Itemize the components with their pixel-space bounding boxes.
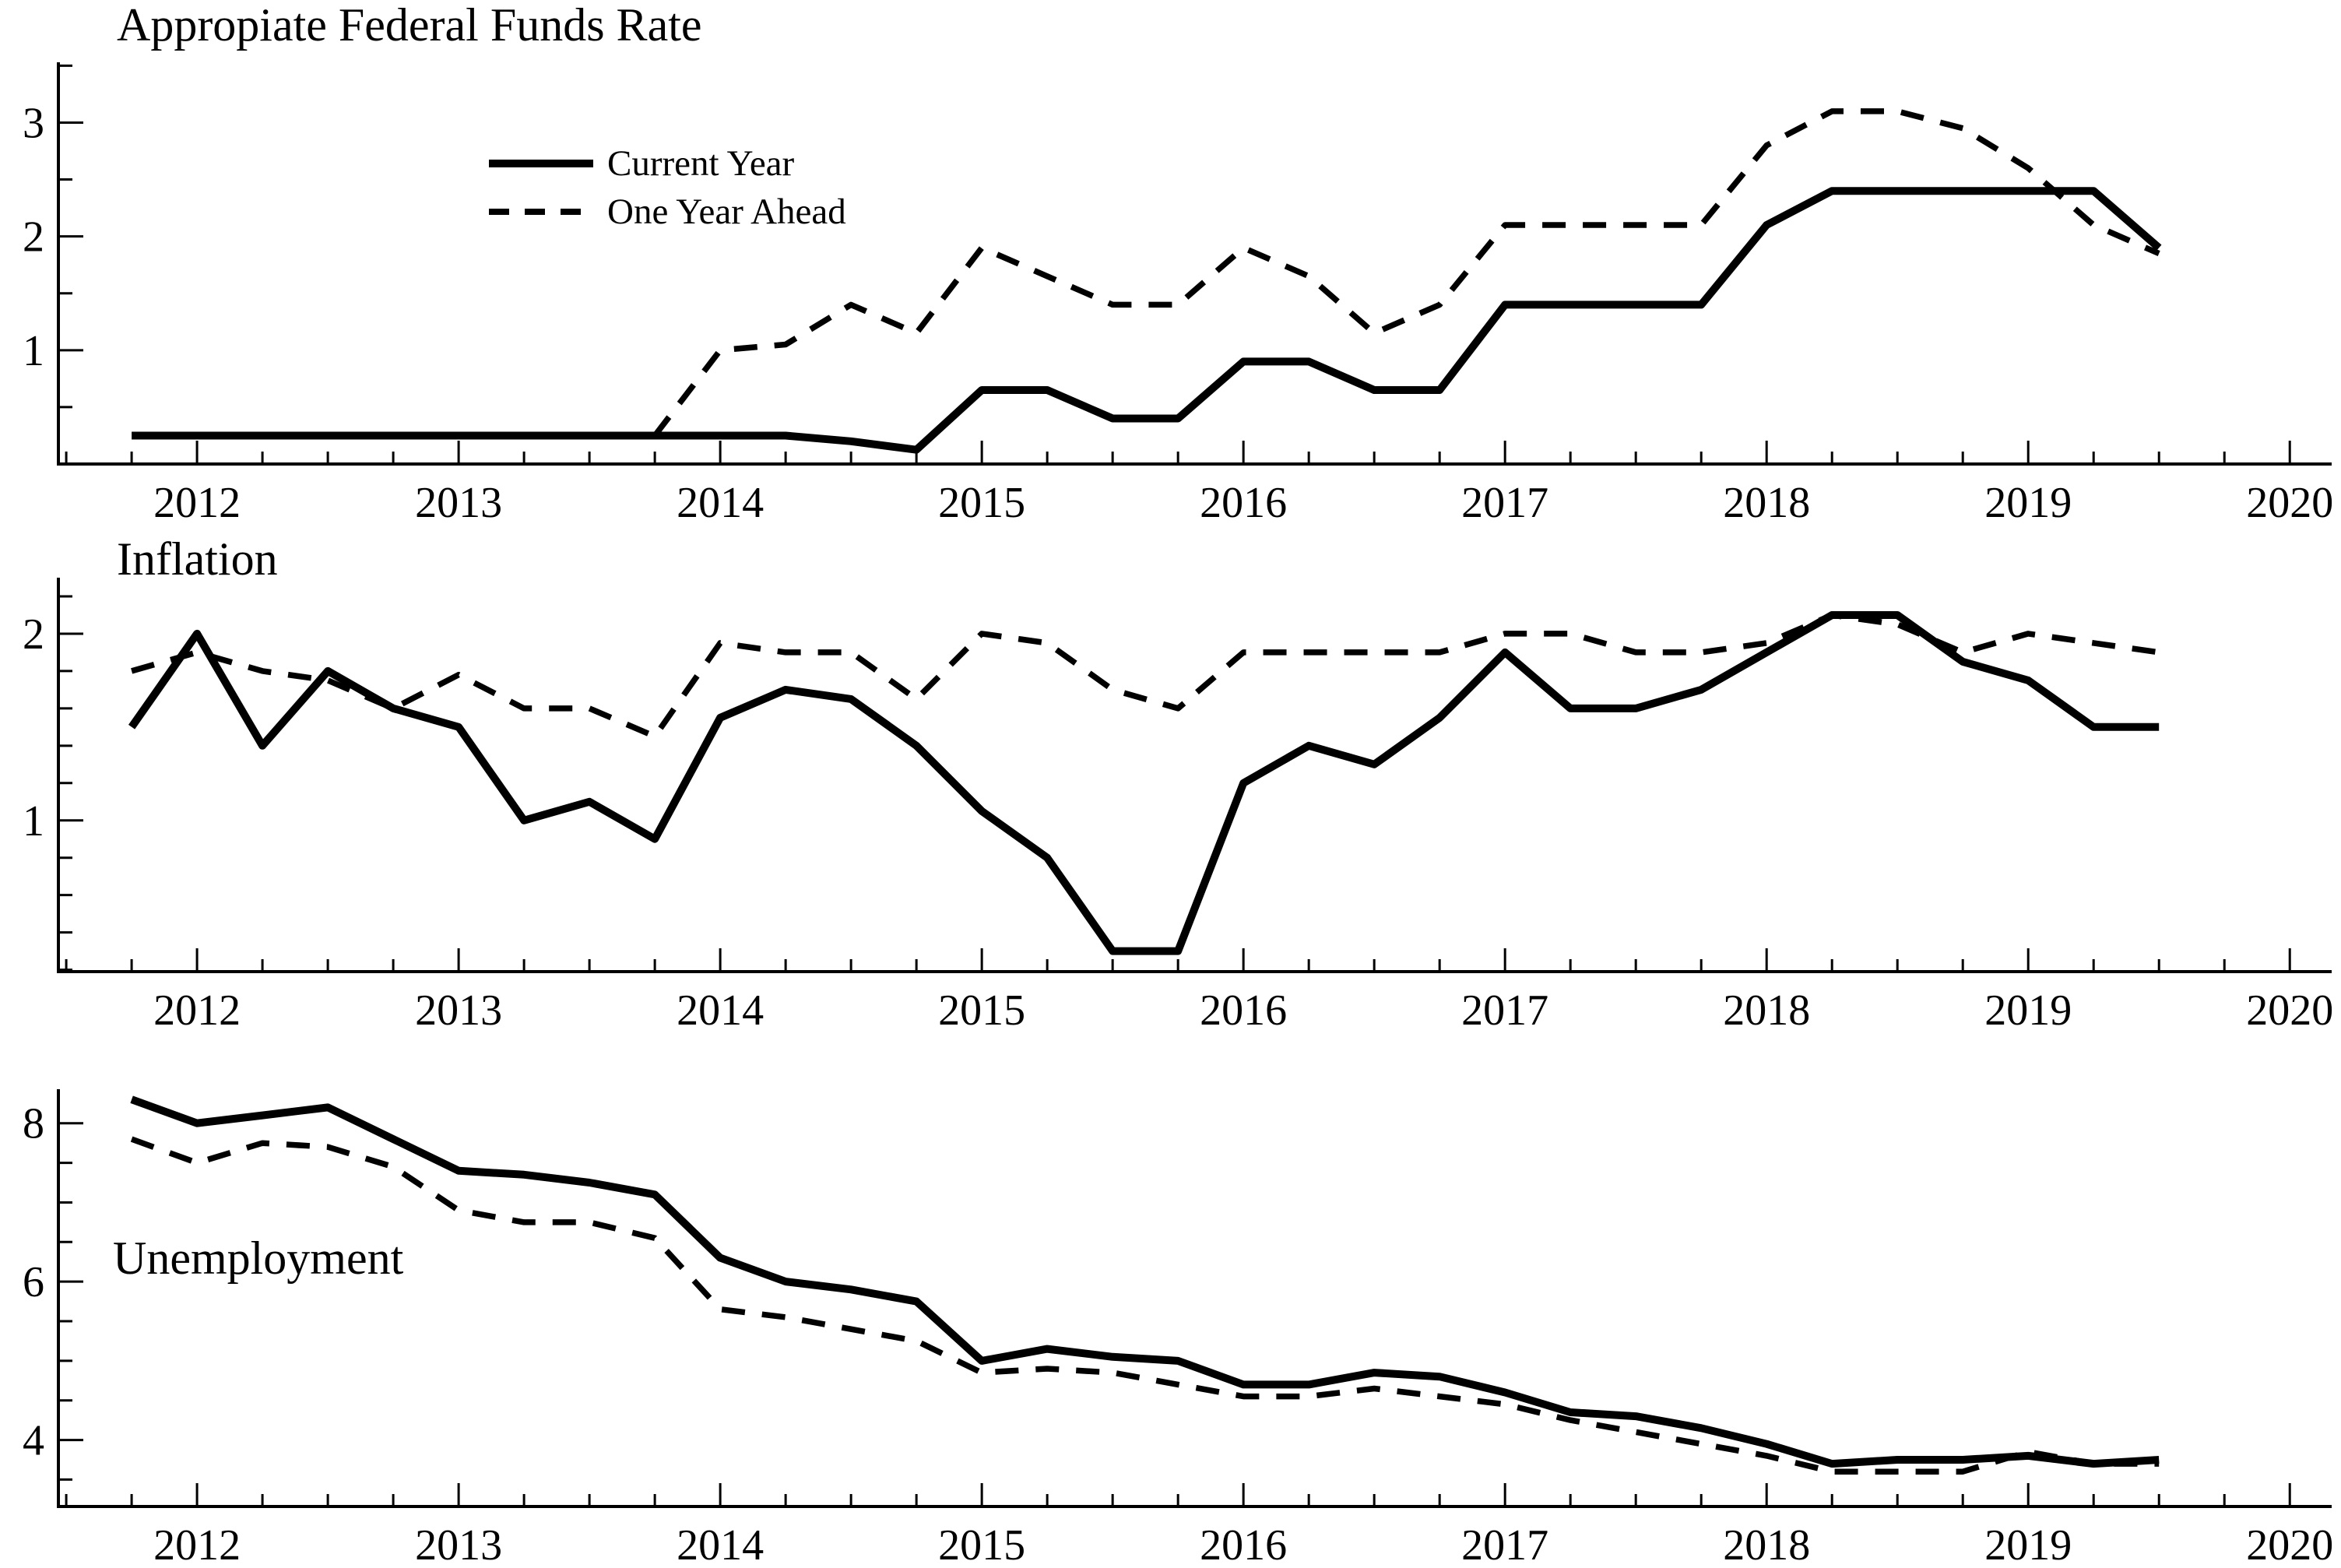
x-tick-label: 2016	[1200, 1521, 1287, 1568]
x-tick-label: 2020	[2246, 986, 2333, 1035]
series-solid-current-year	[132, 187, 2162, 454]
chart-title-federal-funds-rate: Appropiate Federal Funds Rate	[117, 0, 702, 51]
x-tick-label: 2013	[415, 1521, 502, 1568]
x-tick-label: 2015	[938, 479, 1025, 527]
y-tick-label: 4	[23, 1417, 44, 1465]
solid-line-sample-icon	[489, 160, 593, 167]
legend: Current Year One Year Ahead	[489, 143, 846, 232]
chart-title-unemployment: Unemployment	[113, 1232, 404, 1284]
x-tick-label: 2013	[415, 479, 502, 527]
chart-panel-0: 2012 2013 2014 2015 2016 2017 2018 2019 2020 1 2 3	[23, 62, 2333, 527]
x-tick-label: 2018	[1723, 986, 1810, 1035]
y-tick-label: 3	[23, 99, 44, 147]
x-tick-label: 2015	[938, 1521, 1025, 1568]
x-tick-label: 2012	[153, 1521, 241, 1568]
x-tick-label: 2015	[938, 986, 1025, 1035]
series-dashed-one-year-ahead	[130, 1136, 2160, 1475]
chart-panel-2: 2012 2013 2014 2015 2016 2017 2018 2019 2020 4 6 8	[23, 1089, 2333, 1568]
series-dashed-one-year-ahead	[652, 108, 2160, 438]
y-tick-label: 6	[23, 1258, 44, 1306]
x-tick-label: 2014	[677, 986, 764, 1035]
chart-panel-1: 2012 2013 2014 2015 2016 2017 2018 2019 2020 1 2	[23, 578, 2333, 1035]
x-tick-label: 2016	[1200, 986, 1287, 1035]
x-tick-label: 2019	[1984, 1521, 2072, 1568]
y-tick-label: 1	[23, 797, 44, 846]
x-tick-label: 2019	[1984, 479, 2072, 527]
x-tick-label: 2014	[677, 1521, 764, 1568]
y-tick-label: 2	[23, 610, 44, 659]
legend-label-current-year: Current Year	[607, 142, 795, 184]
x-tick-label: 2018	[1723, 479, 1810, 527]
x-tick-label: 2014	[677, 479, 764, 527]
chart-title-inflation: Inflation	[117, 533, 278, 585]
x-tick-label: 2013	[415, 986, 502, 1035]
x-tick-label: 2018	[1723, 1521, 1810, 1568]
series-dashed-one-year-ahead	[131, 612, 2160, 740]
x-tick-label: 2012	[153, 479, 241, 527]
x-tick-label: 2012	[153, 986, 241, 1035]
x-tick-label: 2017	[1461, 1521, 1548, 1568]
legend-item-current-year: Current Year	[489, 143, 846, 184]
y-tick-label: 2	[23, 213, 44, 262]
y-tick-label: 8	[23, 1100, 44, 1148]
x-tick-label: 2017	[1461, 479, 1548, 527]
legend-item-one-year-ahead: One Year Ahead	[489, 192, 846, 232]
series-solid-current-year	[128, 611, 2160, 955]
y-tick-label: 1	[23, 327, 44, 375]
x-tick-label: 2019	[1984, 986, 2072, 1035]
axis-lines	[57, 1089, 2332, 1508]
x-tick-label: 2020	[2246, 479, 2333, 527]
legend-label-one-year-ahead: One Year Ahead	[607, 191, 846, 232]
x-tick-label: 2017	[1461, 986, 1548, 1035]
x-tick-label: 2016	[1200, 479, 1287, 527]
x-tick-label: 2020	[2246, 1521, 2333, 1568]
dashed-line-sample-icon	[489, 209, 593, 215]
series-solid-current-year	[130, 1095, 2160, 1468]
